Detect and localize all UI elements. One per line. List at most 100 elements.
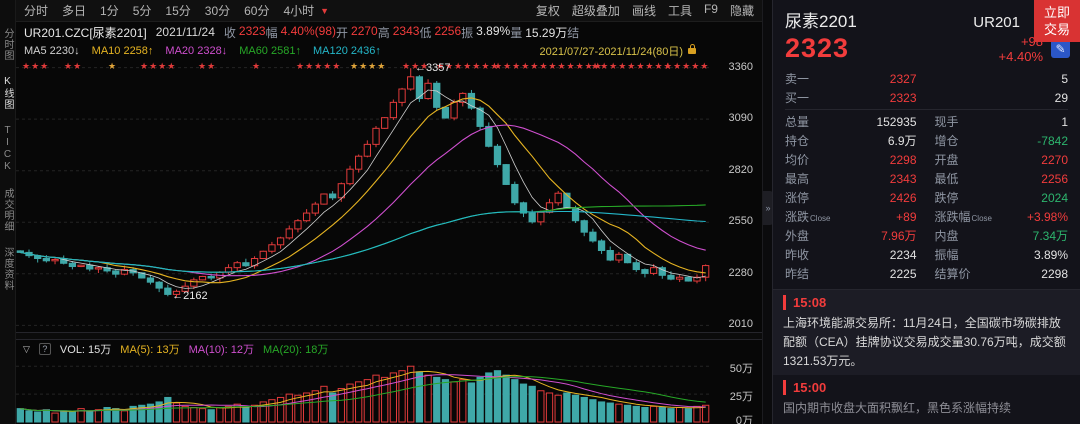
quote-label: 均价: [785, 153, 810, 167]
quote-label: 买一: [785, 91, 810, 105]
field-label: 量: [510, 25, 523, 40]
quote-value: 2270: [1041, 152, 1068, 167]
quote-value: 2225: [889, 266, 917, 281]
period-dropdown-icon[interactable]: ▼: [320, 5, 330, 16]
volume-chart[interactable]: 50万 25万 0万: [16, 358, 762, 424]
quote-row: 昨收 2234 振幅 3.89%: [785, 245, 1068, 264]
quote-row: 均价 2298 开盘 2270: [785, 150, 1068, 169]
quote-value: 7.34万: [1032, 229, 1068, 243]
quote-field-低: 低 2256: [419, 24, 461, 41]
price-block: 2323 +98 +4.40% ✎: [773, 32, 1080, 66]
tool-button-超级叠加[interactable]: 超级叠加: [571, 4, 620, 18]
volume-tick: 0万: [735, 415, 753, 424]
quote-label: 外盘: [785, 229, 810, 243]
quote-info-bar: UR201.CZC[尿素2201] 2021/11/24 收 2323 幅 4.40%…: [16, 22, 762, 42]
sidebar-tab-K线图[interactable]: K线图: [2, 76, 13, 110]
sidebar-tab-成交明细[interactable]: 成交明细: [2, 188, 13, 232]
period-tab-5分[interactable]: 5分: [132, 4, 152, 18]
signal-stars: ★: [108, 61, 118, 71]
vol-legend-VOL: VOL: 15万: [59, 344, 112, 356]
field-value: 3.89%: [476, 23, 511, 38]
price-tick: 3360: [728, 60, 753, 73]
quote-value: 2256: [1041, 171, 1068, 186]
quote-field-高: 高 2343: [378, 24, 420, 41]
quote-panel: 立即交易 尿素2201 UR201 2323 +98 +4.40% ✎ 卖一 23…: [772, 0, 1080, 424]
period-tab-多日[interactable]: 多日: [62, 4, 87, 18]
ma-legend-MA120: MA120 2436↑: [312, 45, 381, 57]
tool-button-画线[interactable]: 画线: [631, 4, 656, 18]
field-value: 4.40%(98): [280, 23, 336, 38]
quote-value: 2323: [889, 90, 917, 105]
news-item[interactable]: 15:00 国内期市收盘大面积飘红，黑色系涨幅持续: [773, 375, 1080, 422]
quote-label: 卖一: [785, 72, 810, 86]
quote-value: 5: [1061, 71, 1068, 86]
kline-svg: [16, 67, 710, 326]
tool-button-隐藏[interactable]: 隐藏: [729, 4, 754, 18]
quote-detail-rows: 卖一 2327 5 买一 2323 29 总量 152935 现手 1 持仓 6.9万 增仓 -7842 均…: [773, 66, 1080, 283]
panel-collapse-strip[interactable]: »: [762, 0, 773, 424]
quote-value: 2298: [889, 152, 917, 167]
quote-value: 7.96万: [881, 229, 917, 243]
volume-ma-values: VOL: 15万 MA(5): 13万 MA(10): 12万 MA(20): 18万: [60, 341, 329, 357]
price-marker-high: ←3357: [415, 62, 451, 75]
signal-star-band: ★★★ ★★ ★ ★★★★ ★★ ★ ★★★★★ ★★★★ ★★★ ★★★★★★★ ★★★★★★★★…: [16, 61, 710, 73]
signal-stars: ★★★★★★★: [436, 61, 500, 71]
period-tab-1分[interactable]: 1分: [100, 4, 119, 18]
tool-button-复权[interactable]: 复权: [535, 4, 560, 18]
last-price: 2323: [785, 33, 850, 63]
field-value: 2270: [351, 23, 378, 38]
quote-row: 买一 2323 29: [785, 88, 1068, 107]
price-tick: 2550: [728, 215, 753, 228]
quote-field-振: 振 3.89%: [461, 24, 510, 41]
field-label: 结: [567, 25, 580, 40]
field-value: 2343: [392, 23, 420, 38]
period-tab-4小时[interactable]: 4小时: [283, 4, 315, 18]
quote-label: 最高: [785, 172, 810, 186]
sidebar-tab-分时图[interactable]: 分时图: [2, 28, 13, 61]
pane-splitter[interactable]: [16, 332, 762, 340]
quote-field-结: 结: [567, 24, 579, 41]
quote-value: +3.98%: [1026, 209, 1068, 224]
period-tab-15分[interactable]: 15分: [165, 4, 191, 18]
ma-values: MA5 2230↓ MA10 2258↑ MA20 2328↓ MA60 2581↑ M…: [24, 45, 381, 57]
lock-icon[interactable]: [688, 44, 696, 54]
quote-label: 涨停: [785, 191, 810, 205]
quote-label: 开盘: [934, 153, 959, 167]
quote-label: 跌停: [934, 191, 959, 205]
toolbar-tools: 复权 超级叠加 画线 工具 F9 隐藏: [536, 2, 754, 19]
quote-field-开: 开 2270: [336, 24, 378, 41]
quote-label: 涨跌Close: [785, 210, 831, 224]
edit-icon[interactable]: ✎: [1051, 39, 1070, 58]
sidebar-tab-TICK[interactable]: TICK: [2, 125, 13, 173]
quote-value: 2327: [889, 71, 917, 86]
quote-label: 昨收: [785, 248, 810, 262]
quote-row: 涨跌Close +89 涨跌幅Close +3.98%: [785, 207, 1068, 226]
ma-legend: MA5 2230↓ MA10 2258↑ MA20 2328↓ MA60 2581↑ M…: [16, 42, 762, 60]
ma-legend-MA60: MA60 2581↑: [239, 45, 301, 57]
instrument-code: UR201: [973, 14, 1020, 31]
sidebar-tab-深度资料[interactable]: 深度资料: [2, 247, 13, 291]
signal-stars: ★★★★★: [296, 61, 342, 71]
instrument-name: 尿素2201: [785, 12, 857, 31]
news-item[interactable]: 15:08 上海环境能源交易所：11月24日，全国碳市场碳排放配额（CEA）挂牌协…: [773, 290, 1080, 375]
left-tab-strip: 分时图 K线图 TICK 成交明细深度资料: [0, 0, 16, 424]
chart-panel: 分时 多日 1分 5分 15分 30分 60分 4小时 ▼ 复权 超级叠加 画线 工具 F9 隐藏 UR…: [16, 0, 762, 424]
period-tabs: 分时 多日 1分 5分 15分 30分 60分 4小时: [24, 2, 314, 19]
trade-now-button[interactable]: 立即交易: [1034, 0, 1080, 42]
quote-value: 2298: [1041, 266, 1068, 281]
period-tab-分时[interactable]: 分时: [24, 4, 49, 18]
volume-tick: 25万: [729, 391, 753, 404]
kline-chart[interactable]: ★★★ ★★ ★ ★★★★ ★★ ★ ★★★★★ ★★★★ ★★★ ★★★★★★★ ★★★★★★★★…: [16, 60, 762, 332]
contract-symbol[interactable]: UR201.CZC[尿素2201]: [24, 25, 147, 40]
period-tab-30分[interactable]: 30分: [204, 4, 231, 18]
period-tab-60分[interactable]: 60分: [244, 4, 270, 18]
field-value: 15.29万: [525, 25, 568, 40]
help-icon[interactable]: ?: [38, 343, 51, 355]
field-label: 开: [336, 25, 349, 40]
tool-button-工具[interactable]: 工具: [667, 4, 692, 18]
collapse-pane-icon[interactable]: ▽: [23, 343, 30, 354]
quote-label: 振幅: [934, 248, 959, 262]
signal-stars: ★★★★★: [664, 61, 710, 71]
tool-button-F9[interactable]: F9: [703, 2, 718, 16]
